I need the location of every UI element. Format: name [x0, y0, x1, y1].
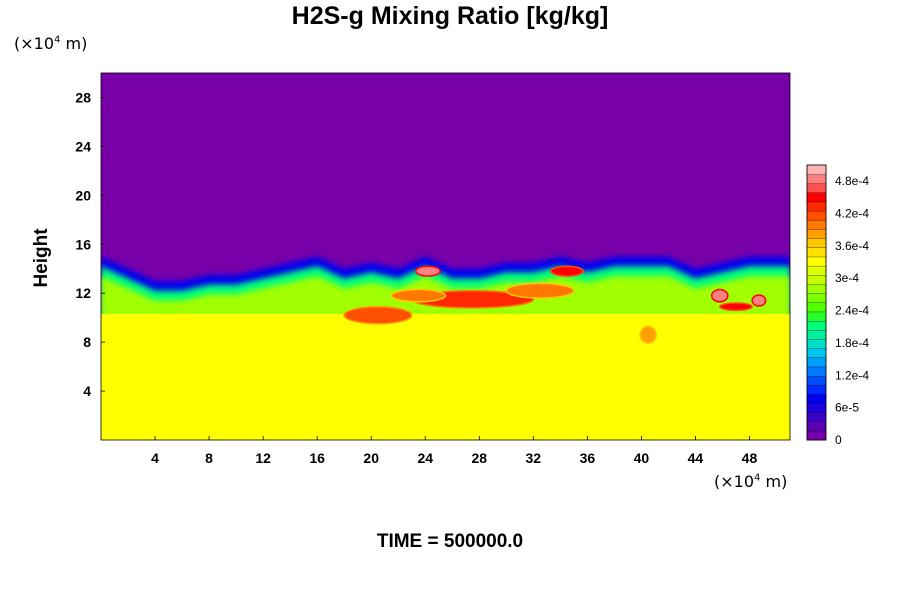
colorbar-tick-label: 1.2e-4: [835, 368, 869, 382]
colorbar-swatch: [806, 320, 827, 331]
x-tick-label: 24: [417, 450, 433, 466]
x-tick-label: 44: [688, 450, 704, 466]
y-tick-label: 24: [75, 138, 91, 154]
colorbar-swatch: [806, 201, 827, 212]
x-tick-label: 40: [634, 450, 650, 466]
y-tick-label: 16: [75, 236, 91, 252]
y-tick-label: 8: [83, 334, 91, 350]
x-tick-label: 8: [205, 450, 213, 466]
colorbar-swatch: [806, 302, 827, 313]
colorbar-swatch: [806, 430, 827, 441]
colorbar-swatch: [806, 256, 827, 267]
colorbar-swatch: [806, 421, 827, 432]
x-tick-label: 36: [580, 450, 596, 466]
time-label: TIME = 500000.0: [376, 531, 524, 552]
hotspot: [505, 282, 575, 299]
hotspot: [415, 265, 441, 277]
colorbar-swatch: [806, 192, 827, 203]
hotspot: [718, 302, 753, 312]
colorbar-tick-label: 2.4e-4: [835, 304, 869, 318]
colorbar-swatch: [806, 247, 827, 258]
hotspot: [710, 288, 729, 303]
plot-area: [101, 73, 790, 440]
colorbar-swatch: [806, 274, 827, 285]
colorbar-swatch: [806, 219, 827, 230]
y-axis: 4 8 12 16 20 24 28: [75, 89, 105, 399]
hotspot: [343, 305, 413, 325]
colorbar-swatch: [806, 183, 827, 193]
y-tick-label: 20: [75, 187, 91, 203]
x-axis-unit: (×104 m): [714, 472, 788, 491]
colorbar-swatch: [806, 284, 827, 294]
lower-layer: [101, 313, 790, 440]
colorbar-tick-label: 1.8e-4: [835, 336, 869, 350]
plot-frame: [100, 72, 791, 441]
colorbar-swatch: [806, 174, 827, 184]
colorbar-tick-label: 4.8e-4: [835, 174, 869, 188]
colorbar-swatch: [806, 339, 827, 349]
colorbar-swatch: [806, 329, 827, 340]
hotspot: [751, 294, 767, 307]
x-tick-label: 4: [151, 450, 159, 466]
chart-title: H2S-g Mixing Ratio [kg/kg]: [291, 2, 609, 30]
colorbar-swatch: [806, 265, 827, 276]
colorbar-swatch: [806, 311, 827, 322]
hotspot: [639, 325, 658, 345]
hotspot: [390, 288, 447, 303]
y-tick-label: 12: [75, 285, 91, 301]
colorbar-swatch: [806, 412, 827, 423]
colorbar-swatch: [806, 293, 827, 303]
colorbar-tick-label: 6e-5: [835, 401, 859, 415]
colorbar-swatch: [806, 375, 827, 386]
colorbar-swatch: [806, 348, 827, 358]
colorbar-tick-label: 4.2e-4: [835, 207, 869, 221]
colorbar-swatch: [806, 394, 827, 404]
colorbar-swatch: [806, 366, 827, 377]
colorbar-tick-label: 3.6e-4: [835, 239, 869, 253]
y-tick-label: 4: [83, 383, 91, 399]
y-axis-unit: (×104 m): [14, 34, 88, 53]
x-tick-label: 12: [255, 450, 271, 466]
colorbar-tick-label: 0: [835, 433, 842, 447]
colorbar-swatch: [806, 357, 827, 368]
colorbar-swatch: [806, 164, 827, 175]
colorbar-swatch: [806, 210, 827, 221]
colorbar-swatch: [806, 229, 827, 239]
x-axis: 4 8 12 16 20 24 28 32 36 40 44 48: [151, 436, 757, 466]
colorbar-swatch: [806, 384, 827, 395]
colorbar-frame: [806, 164, 827, 441]
x-tick-label: 32: [526, 450, 542, 466]
y-tick-label: 28: [75, 89, 91, 105]
x-tick-label: 28: [471, 450, 487, 466]
colorbar-tick-label: 3e-4: [835, 271, 859, 285]
colorbar-swatch: [806, 403, 827, 413]
x-tick-label: 16: [309, 450, 325, 466]
x-tick-label: 48: [742, 450, 758, 466]
hotspot: [550, 265, 585, 277]
colorbar-swatch: [806, 238, 827, 248]
colorbar: 0 6e-5 1.2e-4 1.8e-4 2.4e-4 3e-4 3.6e-4 4.2e-4 4…: [806, 164, 869, 447]
x-tick-label: 20: [363, 450, 379, 466]
